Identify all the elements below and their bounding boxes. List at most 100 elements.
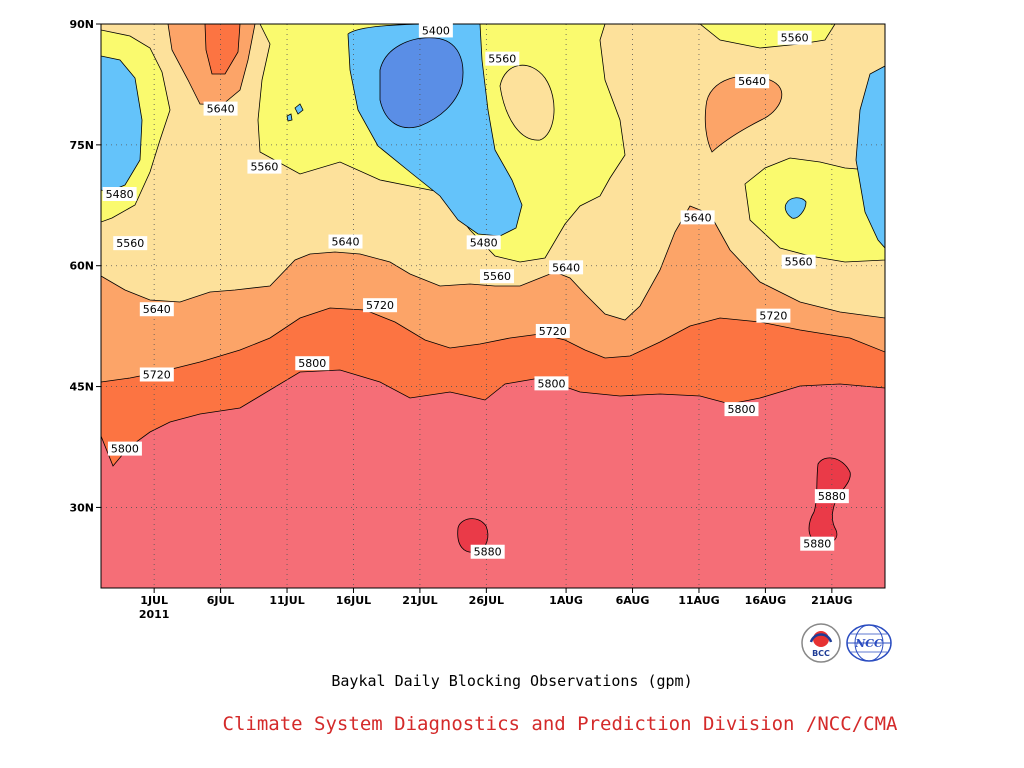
contour-label: 5720 <box>363 298 398 313</box>
contour-label-text: 5880 <box>818 490 846 503</box>
contour-label-box <box>680 210 715 225</box>
contour-label-box <box>466 235 501 250</box>
x-tick-label: 6JUL <box>207 594 235 607</box>
contour-label: 5400 <box>418 23 453 38</box>
contour-label-box <box>113 236 148 251</box>
contour-label-box <box>295 356 330 371</box>
band-5560-5640-pocket <box>499 64 555 141</box>
band-5400-5480-speck-2 <box>286 113 293 122</box>
contour-label-text: 5640 <box>552 261 580 274</box>
contour-label-box <box>800 536 835 551</box>
contour-label: 5800 <box>534 376 569 391</box>
x-tick-sublabel: 2011 <box>139 608 170 621</box>
contour-label: 5720 <box>535 323 570 338</box>
contour-label-box <box>479 269 514 284</box>
contour-label-text: 5880 <box>474 546 502 559</box>
contour-labels: 5400 5560 5560 5640 5640 5560 5480 5640 5560 5640… <box>102 23 849 559</box>
band-lt5400 <box>379 37 464 128</box>
contour-label: 5640 <box>139 302 174 317</box>
contour-label-box <box>535 323 570 338</box>
contour-label: 5560 <box>247 159 282 174</box>
x-tick-label: 1JUL <box>140 594 168 607</box>
contour-label-text: 5800 <box>537 377 565 390</box>
contour-label: 5640 <box>328 234 363 249</box>
y-tick-label: 45N <box>69 381 94 394</box>
bcc-logo-text: BCC <box>812 649 830 658</box>
x-tick-label: 1AUG <box>549 594 583 607</box>
contour-label: 5480 <box>102 187 137 202</box>
band-5720-5800-pocket <box>204 24 241 75</box>
contour-label: 5560 <box>781 254 816 269</box>
y-tick-label: 30N <box>69 501 94 514</box>
ncc-logo-text: NCC <box>854 637 883 650</box>
band-5400-5480-east <box>855 65 885 249</box>
contour-label-box <box>247 159 282 174</box>
contour-label-text: 5720 <box>539 325 567 338</box>
contour-label-text: 5560 <box>781 32 809 45</box>
contour-label: 5560 <box>113 236 148 251</box>
contour-label: 5880 <box>470 544 505 559</box>
x-tick-label: 6AUG <box>616 594 650 607</box>
credit-line: Climate System Diagnostics and Predictio… <box>222 713 898 735</box>
contour-label-text: 5480 <box>106 188 134 201</box>
contour-label-text: 5640 <box>738 75 766 88</box>
x-tick-label: 21JUL <box>402 594 437 607</box>
contour-label-box <box>139 367 174 382</box>
grid <box>101 24 885 588</box>
contour-label: 5560 <box>485 51 520 66</box>
x-tick-label: 26JUL <box>469 594 504 607</box>
contour-label: 5560 <box>479 269 514 284</box>
contour-label-box <box>363 298 398 313</box>
contour-label: 5800 <box>724 402 759 417</box>
contour-label-text: 5640 <box>207 103 235 116</box>
contour-label-text: 5480 <box>470 236 498 249</box>
contour-label-box <box>203 101 238 116</box>
contour-label: 5640 <box>735 74 770 89</box>
contour-label-box <box>107 441 142 456</box>
x-tick-label: 16AUG <box>745 594 786 607</box>
contour-label: 5640 <box>203 101 238 116</box>
contour-label-box <box>735 74 770 89</box>
contour-label: 5880 <box>814 489 849 504</box>
contour-label-text: 5640 <box>684 211 712 224</box>
contour-label-text: 5400 <box>422 24 450 37</box>
contour-label-box <box>814 489 849 504</box>
contour-label-box <box>756 308 791 323</box>
contour-label-text: 5560 <box>488 53 516 66</box>
x-tick-label: 11AUG <box>678 594 719 607</box>
contour-label-box <box>470 544 505 559</box>
contour-label-text: 5800 <box>727 403 755 416</box>
x-tick-label: 16JUL <box>336 594 371 607</box>
contour-label-text: 5640 <box>332 236 360 249</box>
contour-label-text: 5720 <box>366 299 394 312</box>
contour-label-box <box>485 51 520 66</box>
contour-label-text: 5800 <box>111 443 139 456</box>
contour-label-text: 5800 <box>298 357 326 370</box>
contour-label: 5880 <box>800 536 835 551</box>
contour-label: 5720 <box>756 308 791 323</box>
y-tick-label: 60N <box>69 260 94 273</box>
x-tick-label: 11JUL <box>269 594 304 607</box>
contour-label: 5640 <box>549 260 584 275</box>
contour-label-text: 5880 <box>803 538 831 551</box>
chart-title: Baykal Daily Blocking Observations (gpm) <box>331 672 693 690</box>
ncc-logo-icon: NCC <box>846 624 892 662</box>
y-tick-label: 90N <box>69 18 94 31</box>
contour-label: 5720 <box>139 367 174 382</box>
contour-label: 5480 <box>466 235 501 250</box>
x-tick-label: 21AUG <box>811 594 852 607</box>
contour-label-text: 5560 <box>785 256 813 269</box>
contour-label-box <box>328 234 363 249</box>
contour-label-box <box>534 376 569 391</box>
contour-label-box <box>549 260 584 275</box>
contour-label-box <box>418 23 453 38</box>
contour-label-text: 5720 <box>759 310 787 323</box>
y-tick-label: 75N <box>69 139 94 152</box>
contour-label-text: 5560 <box>250 161 278 174</box>
contour-label: 5560 <box>777 30 812 45</box>
contour-label-box <box>139 302 174 317</box>
contour-label-box <box>777 30 812 45</box>
contour-label-text: 5720 <box>143 368 171 381</box>
